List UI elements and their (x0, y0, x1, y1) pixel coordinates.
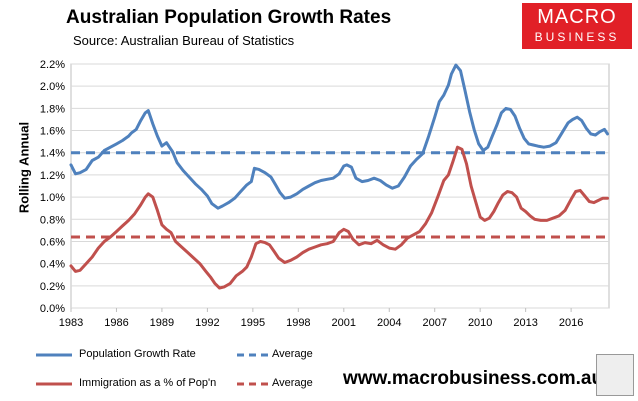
y-tick-label: 1.0% (40, 192, 65, 204)
x-tick-label: 1986 (104, 317, 128, 329)
brand-logo: MACRO BUSINESS (522, 3, 632, 49)
pop-growth-line (69, 63, 609, 210)
logo-line-2: BUSINESS (534, 30, 620, 44)
y-tick-label: 1.6% (40, 126, 65, 138)
x-tick-label: 1989 (150, 317, 174, 329)
legend-label-imm-average: Average (272, 377, 313, 389)
chart-title: Australian Population Growth Rates (66, 7, 392, 28)
x-tick-label: 2010 (468, 317, 492, 329)
x-tick-label: 1998 (286, 317, 310, 329)
website-url: www.macrobusiness.com.au (343, 368, 604, 389)
y-tick-label: 2.2% (40, 59, 65, 71)
y-tick-label: 0.2% (40, 281, 65, 293)
y-tick-label: 1.8% (40, 103, 65, 115)
y-tick-label: 0.6% (40, 236, 65, 248)
y-axis-label: Rolling Annual (16, 121, 32, 214)
x-tick-label: 2007 (422, 317, 446, 329)
x-tick-label: 2004 (377, 317, 401, 329)
y-tick-label: 0.8% (40, 214, 65, 226)
x-tick-label: 1983 (59, 317, 83, 329)
x-tick-label: 1995 (241, 317, 265, 329)
x-tick-label: 1992 (195, 317, 219, 329)
logo-line-1: MACRO (537, 6, 617, 28)
x-tick-label: 2013 (513, 317, 537, 329)
y-tick-label: 2.0% (40, 81, 65, 93)
x-tick-label: 2001 (332, 317, 356, 329)
legend-label-imm: Immigration as a % of Pop'n (79, 377, 217, 389)
y-tick-label: 1.2% (40, 170, 65, 182)
chart-subtitle: Source: Australian Bureau of Statistics (73, 33, 295, 48)
y-tick-label: 0.4% (40, 259, 65, 271)
wolf-logo-icon (596, 354, 634, 396)
x-tick-label: 2016 (559, 317, 583, 329)
y-tick-label: 1.4% (40, 148, 65, 160)
y-tick-label: 0.0% (40, 303, 65, 315)
immigration-line (69, 145, 609, 290)
plot-area (70, 63, 610, 309)
legend-label-pop: Population Growth Rate (79, 348, 196, 360)
legend-label-pop-average: Average (272, 348, 313, 360)
